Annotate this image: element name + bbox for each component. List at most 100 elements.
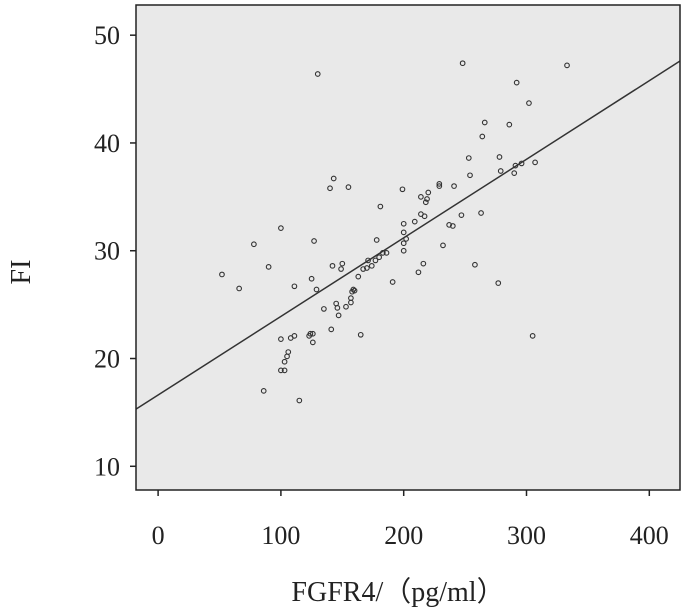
data-point <box>479 133 486 140</box>
data-point <box>335 312 342 319</box>
data-point <box>321 306 327 312</box>
x-tick-label: 200 <box>384 521 423 550</box>
data-point <box>400 247 407 254</box>
data-point <box>411 218 418 225</box>
data-point <box>467 172 473 179</box>
data-point <box>309 339 316 346</box>
data-point <box>415 269 422 276</box>
data-point <box>285 349 292 355</box>
data-point <box>350 286 357 293</box>
data-point <box>436 183 443 189</box>
data-point <box>436 181 443 187</box>
data-point <box>518 160 525 167</box>
data-point <box>308 275 315 282</box>
data-point <box>291 333 298 339</box>
data-point <box>379 250 386 256</box>
data-point <box>399 186 406 193</box>
data-point <box>495 280 502 286</box>
data-point <box>458 212 465 219</box>
x-axis-title: FGFR4/（pg/ml） <box>291 576 504 608</box>
data-point <box>449 223 456 229</box>
data-point <box>446 222 452 228</box>
data-point <box>496 154 503 160</box>
data-point <box>307 330 314 337</box>
data-point <box>343 303 349 310</box>
data-point <box>532 159 538 166</box>
data-point <box>425 189 432 196</box>
data-point <box>355 273 362 280</box>
data-point <box>440 242 446 249</box>
data-point <box>376 254 382 261</box>
y-tick-label: 50 <box>94 21 120 50</box>
data-point <box>338 266 344 272</box>
data-point <box>373 237 380 243</box>
data-point <box>497 168 504 174</box>
data-point <box>330 175 337 182</box>
data-point <box>219 271 225 278</box>
y-tick-label: 40 <box>94 129 120 158</box>
data-point <box>314 71 321 77</box>
data-point <box>328 326 335 333</box>
data-point <box>372 257 379 264</box>
y-tick-label: 20 <box>94 345 120 374</box>
data-point <box>360 266 367 272</box>
data-point <box>278 367 284 374</box>
regression-line <box>135 60 681 410</box>
data-point <box>348 295 354 302</box>
data-point <box>422 199 429 206</box>
y-axis-title: FI <box>6 260 37 285</box>
data-point <box>389 279 396 285</box>
x-tick-label: 100 <box>261 521 300 550</box>
data-point <box>368 262 375 269</box>
data-point <box>526 100 532 106</box>
data-point <box>481 119 488 126</box>
data-point <box>459 60 466 67</box>
data-point <box>365 257 371 264</box>
data-point <box>260 387 267 394</box>
data-point <box>421 213 428 220</box>
data-point <box>529 333 536 339</box>
data-point <box>357 331 364 338</box>
x-tick-label: 0 <box>152 521 165 550</box>
data-point <box>472 261 478 268</box>
data-point <box>506 121 513 128</box>
data-point <box>400 240 407 247</box>
data-point <box>400 220 407 227</box>
data-point <box>511 170 518 176</box>
plot-frame <box>135 4 681 491</box>
data-point <box>339 260 346 267</box>
data-point <box>512 162 519 169</box>
data-point <box>278 336 284 342</box>
data-point <box>278 225 284 231</box>
y-tick-label: 30 <box>94 237 120 266</box>
data-point <box>345 184 352 190</box>
x-tick-label: 400 <box>630 521 669 550</box>
data-point <box>364 265 370 271</box>
data-point <box>478 210 484 216</box>
data-point <box>309 330 316 337</box>
data-point <box>251 241 257 248</box>
data-point <box>377 203 384 210</box>
data-point <box>291 283 298 290</box>
data-point <box>281 358 288 365</box>
data-point <box>400 229 407 236</box>
data-point <box>420 260 427 267</box>
data-point <box>281 367 288 374</box>
data-point <box>311 238 317 244</box>
data-point <box>418 193 424 200</box>
data-point <box>465 155 472 161</box>
data-point <box>564 62 570 69</box>
data-point <box>265 264 272 270</box>
data-point <box>313 286 320 293</box>
data-point <box>383 250 390 256</box>
data-point <box>334 305 341 311</box>
data-point <box>296 397 303 404</box>
data-point <box>329 262 336 269</box>
data-point <box>351 287 358 294</box>
data-point <box>327 185 333 192</box>
data-point <box>403 236 410 242</box>
plot-background <box>136 5 680 490</box>
x-tick-label: 300 <box>507 521 546 550</box>
data-point <box>236 285 243 292</box>
